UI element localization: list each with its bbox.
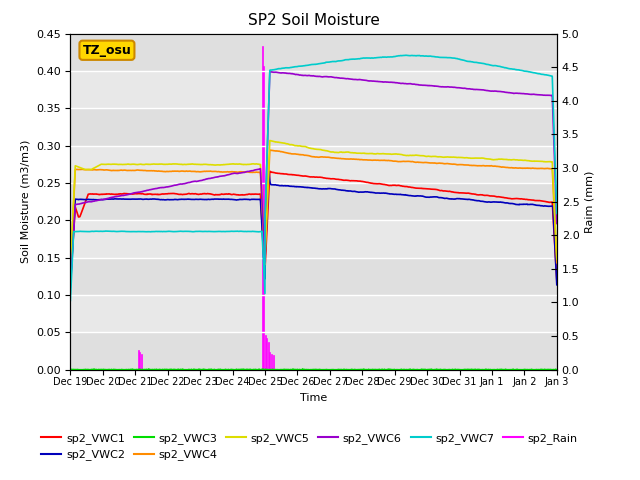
Y-axis label: Soil Moisture (m3/m3): Soil Moisture (m3/m3) [20, 140, 30, 264]
sp2_VWC2 [292, 184, 300, 190]
sp2_VWC1 [124, 191, 132, 197]
Line: sp2_VWC2: sp2_VWC2 [70, 171, 557, 285]
sp2_VWC6 [268, 69, 275, 75]
Y-axis label: Raim (mm): Raim (mm) [585, 170, 595, 233]
sp2_VWC4 [344, 156, 351, 162]
sp2_VWC7 [67, 298, 74, 303]
sp2_VWC5 [283, 141, 291, 146]
sp2_VWC4 [67, 267, 74, 273]
Title: SP2 Soil Moisture: SP2 Soil Moisture [248, 13, 380, 28]
sp2_VWC7 [292, 64, 300, 70]
sp2_VWC1 [273, 170, 281, 176]
sp2_VWC2 [273, 182, 281, 188]
sp2_VWC5 [266, 138, 274, 144]
sp2_VWC1 [292, 172, 300, 178]
sp2_VWC6 [344, 76, 351, 82]
sp2_VWC4 [124, 168, 132, 173]
Line: sp2_VWC7: sp2_VWC7 [70, 55, 557, 300]
Bar [70, 108, 557, 145]
sp2_VWC4 [292, 151, 300, 157]
Line: sp2_VWC6: sp2_VWC6 [70, 72, 557, 287]
sp2_VWC5 [67, 265, 74, 271]
sp2_VWC6 [273, 70, 281, 75]
sp2_VWC5 [344, 149, 351, 155]
sp2_VWC1 [67, 279, 74, 285]
sp2_VWC4 [266, 147, 274, 153]
sp2_VWC1 [553, 277, 561, 283]
sp2_VWC5 [292, 143, 300, 148]
Line: sp2_VWC4: sp2_VWC4 [70, 150, 557, 270]
Bar [70, 183, 557, 220]
sp2_VWC2 [283, 183, 291, 189]
sp2_VWC5 [104, 161, 112, 167]
sp2_VWC7 [124, 229, 132, 235]
Legend: sp2_VWC1, sp2_VWC2, sp2_VWC3, sp2_VWC4, sp2_VWC5, sp2_VWC6, sp2_VWC7, sp2_Rain: sp2_VWC1, sp2_VWC2, sp2_VWC3, sp2_VWC4, … [37, 429, 582, 465]
sp2_VWC2 [265, 168, 273, 174]
sp2_VWC6 [283, 71, 291, 76]
sp2_VWC6 [553, 221, 561, 227]
sp2_VWC6 [104, 195, 112, 201]
sp2_VWC3 [104, 367, 112, 372]
sp2_VWC7 [104, 228, 112, 234]
sp2_VWC4 [273, 148, 281, 154]
sp2_VWC6 [292, 72, 300, 77]
sp2_VWC3 [67, 367, 74, 372]
sp2_VWC5 [553, 256, 561, 262]
sp2_VWC5 [273, 139, 281, 145]
Line: sp2_VWC1: sp2_VWC1 [70, 171, 557, 282]
sp2_VWC2 [104, 196, 112, 202]
sp2_VWC2 [67, 282, 74, 288]
sp2_VWC2 [124, 196, 132, 202]
sp2_VWC3 [292, 367, 300, 372]
sp2_VWC4 [283, 150, 291, 156]
sp2_VWC6 [67, 284, 74, 290]
sp2_VWC1 [104, 191, 112, 197]
sp2_VWC7 [402, 52, 410, 58]
sp2_VWC5 [124, 161, 132, 167]
sp2_VWC3 [299, 366, 307, 372]
sp2_VWC7 [273, 66, 280, 72]
sp2_VWC2 [553, 282, 561, 288]
Bar [70, 34, 557, 71]
X-axis label: Time: Time [300, 393, 327, 403]
sp2_VWC1 [344, 178, 351, 183]
sp2_VWC3 [553, 367, 561, 372]
sp2_VWC4 [104, 167, 112, 173]
sp2_VWC3 [124, 367, 132, 372]
sp2_VWC4 [553, 260, 561, 265]
sp2_VWC3 [283, 367, 291, 372]
Bar [70, 332, 557, 370]
sp2_VWC7 [553, 211, 561, 216]
Bar [70, 258, 557, 295]
sp2_VWC1 [266, 168, 274, 174]
sp2_VWC7 [283, 65, 291, 71]
sp2_VWC7 [343, 57, 351, 63]
sp2_VWC6 [124, 192, 132, 197]
sp2_VWC3 [273, 367, 280, 372]
sp2_VWC1 [283, 171, 291, 177]
Line: sp2_VWC5: sp2_VWC5 [70, 141, 557, 268]
Line: sp2_VWC3: sp2_VWC3 [70, 369, 557, 370]
sp2_VWC3 [344, 367, 351, 372]
sp2_VWC2 [344, 188, 351, 194]
Text: TZ_osu: TZ_osu [83, 44, 131, 57]
